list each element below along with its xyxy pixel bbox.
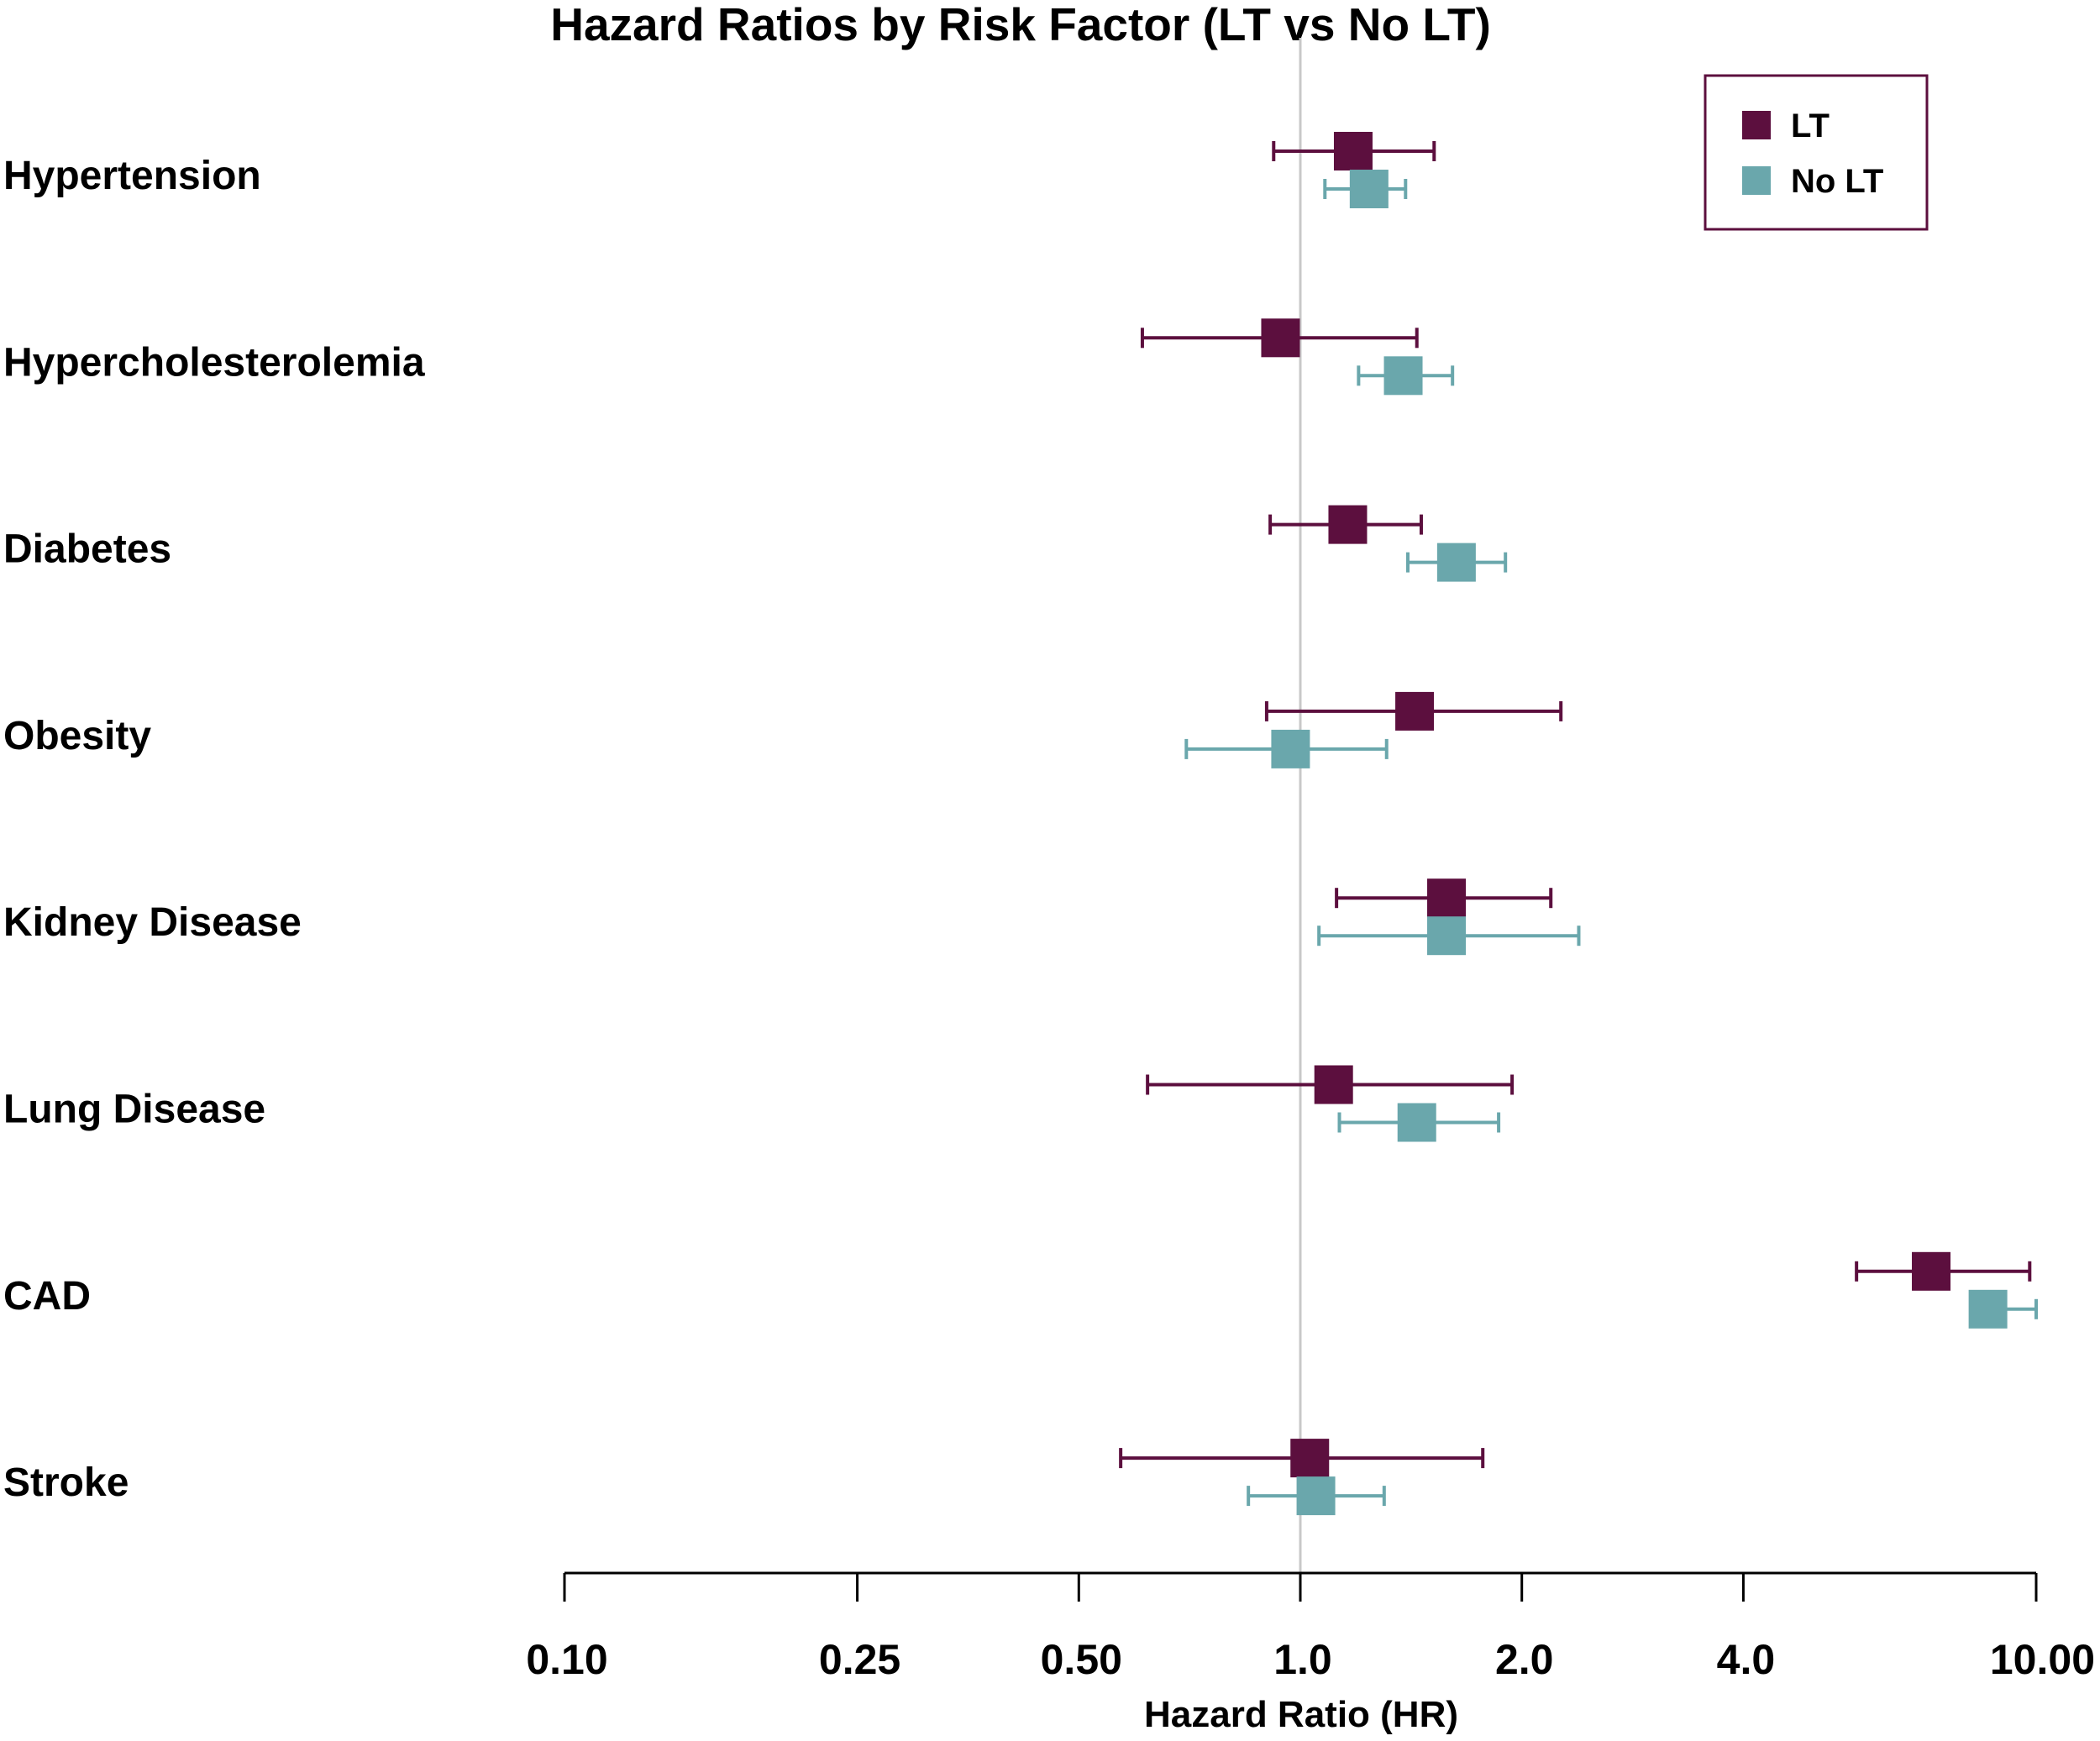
- legend-label: No LT: [1791, 163, 1883, 200]
- hr-point: [1333, 132, 1373, 170]
- x-tick-label: 2.0: [1495, 1636, 1554, 1683]
- chart-title: Hazard Ratios by Risk Factor (LT vs No L…: [550, 0, 1491, 50]
- x-tick-label: 0.10: [526, 1636, 607, 1683]
- hr-point: [1427, 878, 1467, 918]
- x-axis-title: Hazard Ratio (HR): [1144, 1694, 1458, 1735]
- legend-box: [1704, 74, 1929, 231]
- hr-point: [1436, 543, 1476, 582]
- x-tick-label: 0.50: [1041, 1636, 1122, 1683]
- hr-point: [1290, 1439, 1330, 1478]
- legend-label: LT: [1791, 108, 1830, 144]
- series-no-lt: [1184, 170, 2038, 1516]
- hr-point: [1261, 318, 1300, 358]
- hr-point: [1296, 1476, 1336, 1516]
- category-label: Hypercholesterolemia: [3, 340, 425, 385]
- hr-point: [1328, 505, 1368, 544]
- hr-point: [1271, 729, 1310, 768]
- legend: LT No LT: [1704, 74, 1929, 231]
- hr-point: [1427, 916, 1467, 956]
- hr-point: [1395, 691, 1435, 731]
- hr-point: [1968, 1289, 2008, 1329]
- x-tick-label: 1.0: [1273, 1636, 1332, 1683]
- legend-swatch: [1742, 166, 1771, 195]
- x-tick-label: 4.0: [1717, 1636, 1776, 1683]
- series-lt: [1119, 132, 2032, 1478]
- hr-point: [1912, 1251, 1951, 1291]
- x-tick-label: 10.00: [1990, 1636, 2095, 1683]
- category-label: CAD: [3, 1274, 91, 1319]
- x-tick-label: 0.25: [819, 1636, 900, 1683]
- hr-point: [1349, 170, 1389, 208]
- category-label: Diabetes: [3, 527, 171, 572]
- category-label: Hypertension: [3, 154, 261, 198]
- category-label: Obesity: [3, 714, 151, 758]
- category-label: Kidney Disease: [3, 900, 302, 945]
- category-label: Lung Disease: [3, 1088, 265, 1132]
- hr-point: [1383, 356, 1423, 396]
- category-label: Stroke: [3, 1460, 129, 1505]
- legend-swatch: [1742, 111, 1771, 139]
- hr-point: [1314, 1065, 1353, 1104]
- hr-point: [1397, 1103, 1436, 1142]
